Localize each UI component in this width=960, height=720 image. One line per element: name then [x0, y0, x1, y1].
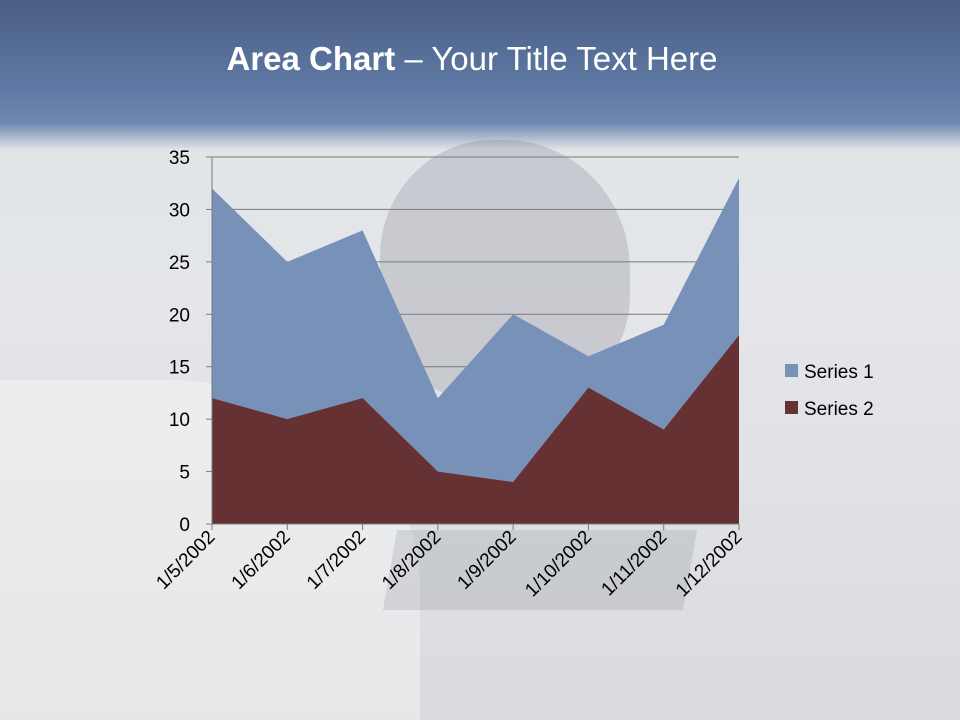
y-tick-label: 5	[179, 463, 190, 484]
y-tick-label: 25	[169, 253, 190, 274]
y-tick-label: 10	[169, 410, 190, 431]
legend-swatch-series-1	[785, 364, 798, 377]
x-tick-label: 1/11/2002	[598, 527, 672, 601]
y-tick-label: 15	[169, 358, 190, 379]
y-tick-label: 0	[179, 515, 190, 536]
legend-swatch-series-2	[785, 401, 798, 414]
x-tick-label: 1/8/2002	[378, 527, 445, 594]
y-tick-label: 20	[169, 305, 190, 326]
y-tick-label: 30	[169, 200, 190, 221]
title-rest: – Your Title Text Here	[395, 40, 718, 77]
legend-label-series-2: Series 2	[804, 399, 874, 420]
slide-title: Area Chart – Your Title Text Here	[0, 40, 944, 78]
x-tick-label: 1/7/2002	[303, 527, 370, 594]
x-tick-label: 1/9/2002	[454, 527, 521, 594]
x-tick-label: 1/10/2002	[521, 527, 596, 602]
legend-label-series-1: Series 1	[804, 362, 874, 383]
x-tick-label: 1/5/2002	[152, 527, 219, 594]
x-tick-label: 1/6/2002	[228, 527, 295, 594]
header-band	[0, 0, 960, 150]
y-tick-label: 35	[169, 148, 190, 169]
title-bold: Area Chart	[226, 40, 396, 77]
x-tick-label: 1/12/2002	[672, 527, 747, 602]
area-series-2	[212, 335, 739, 524]
